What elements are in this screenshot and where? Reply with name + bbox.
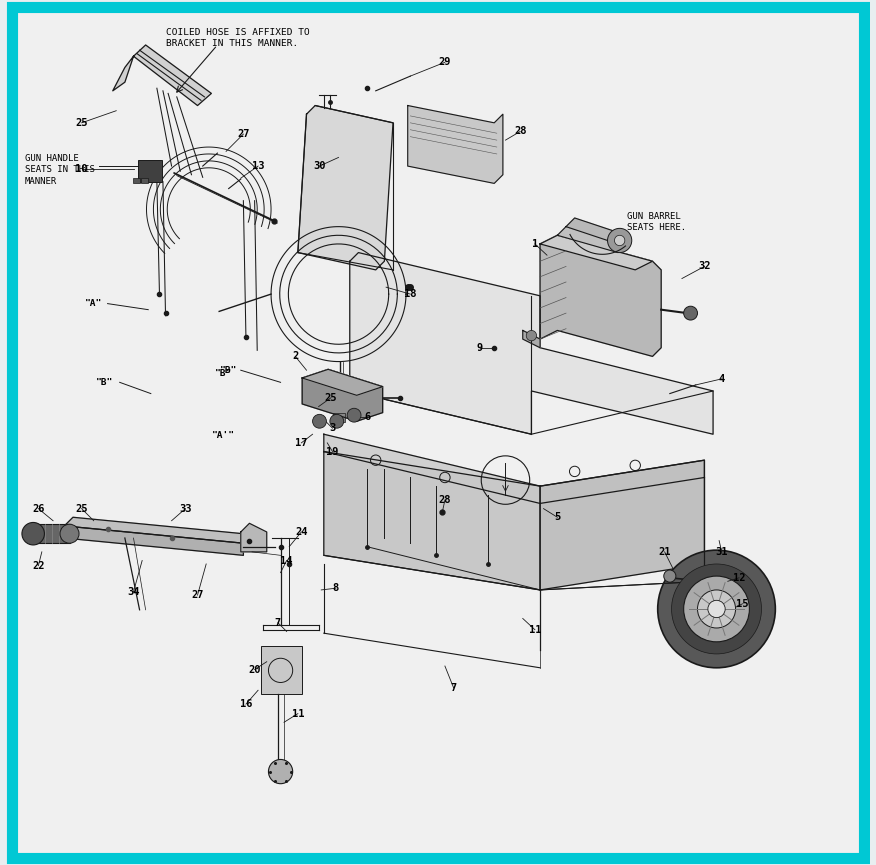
Text: 26: 26 [32,503,45,514]
Polygon shape [324,434,704,503]
Bar [138,160,162,182]
Polygon shape [407,106,503,183]
Text: 30: 30 [314,161,326,171]
Text: "B": "B" [220,366,237,375]
Bar [132,178,139,183]
Circle shape [664,570,676,582]
Text: 17: 17 [295,438,307,448]
Text: 20: 20 [249,664,261,675]
Text: GUN HANDLE
SEATS IN THIS
MANNER: GUN HANDLE SEATS IN THIS MANNER [25,154,95,186]
Text: 7: 7 [275,618,281,628]
Text: 34: 34 [127,586,140,597]
Polygon shape [540,235,661,356]
Text: "A": "A" [85,299,102,308]
Text: 2: 2 [293,351,299,362]
Circle shape [330,414,343,428]
Text: "B": "B" [215,369,232,378]
Polygon shape [64,526,244,555]
Text: 3: 3 [329,423,336,433]
Bar [33,524,69,543]
Circle shape [672,564,761,654]
Text: "A'": "A'" [212,431,235,439]
Circle shape [658,550,775,668]
Circle shape [347,408,361,422]
Text: 29: 29 [439,57,451,67]
Text: 12: 12 [732,573,745,583]
Circle shape [608,228,632,253]
Text: 4: 4 [718,374,724,384]
Text: 18: 18 [404,289,417,299]
Text: 28: 28 [514,126,526,137]
Polygon shape [302,369,383,395]
Text: 28: 28 [439,495,451,505]
Polygon shape [350,253,713,434]
Text: 5: 5 [555,512,561,522]
Bar [141,178,148,183]
Polygon shape [113,56,133,91]
Text: 9: 9 [477,343,483,353]
Circle shape [60,524,79,543]
Polygon shape [566,218,626,244]
Text: 19: 19 [326,446,339,457]
Text: 33: 33 [180,503,192,514]
Text: 25: 25 [324,393,337,403]
Text: "B": "B" [96,378,114,387]
Polygon shape [540,235,653,270]
Polygon shape [324,452,540,590]
Circle shape [708,600,725,618]
Circle shape [683,306,697,320]
Text: COILED HOSE IS AFFIXED TO
BRACKET IN THIS MANNER.: COILED HOSE IS AFFIXED TO BRACKET IN THI… [166,28,309,48]
Polygon shape [241,523,266,552]
Polygon shape [133,45,211,106]
Text: 11: 11 [292,708,304,719]
Text: 14: 14 [280,555,293,566]
Circle shape [268,759,293,784]
Text: 32: 32 [698,261,710,272]
Text: 22: 22 [32,561,45,571]
FancyBboxPatch shape [12,7,864,858]
Text: 8: 8 [333,583,339,593]
Polygon shape [557,227,626,253]
Bar [261,646,302,694]
Text: 27: 27 [237,129,250,139]
Polygon shape [298,106,393,270]
Circle shape [22,522,45,545]
Circle shape [526,330,537,341]
Circle shape [683,576,749,642]
Text: 25: 25 [75,503,88,514]
Text: 16: 16 [240,699,252,709]
Bar [334,413,345,422]
Polygon shape [523,330,540,348]
Circle shape [697,590,736,628]
Text: 21: 21 [659,547,671,557]
Text: 25: 25 [75,118,88,128]
Text: 24: 24 [295,527,307,537]
Circle shape [614,235,625,246]
Text: 13: 13 [251,161,265,171]
Text: 10: 10 [75,163,88,174]
Text: 27: 27 [191,590,204,600]
Text: 7: 7 [450,682,456,693]
Text: GUN BARREL
SEATS HERE.: GUN BARREL SEATS HERE. [626,212,686,233]
Polygon shape [64,517,252,543]
Polygon shape [540,460,704,590]
Text: 11: 11 [528,625,541,635]
Text: 1: 1 [532,239,538,249]
Text: 31: 31 [716,547,728,557]
Polygon shape [302,369,383,421]
Text: 15: 15 [736,599,749,609]
Circle shape [313,414,327,428]
Text: 6: 6 [364,412,371,422]
